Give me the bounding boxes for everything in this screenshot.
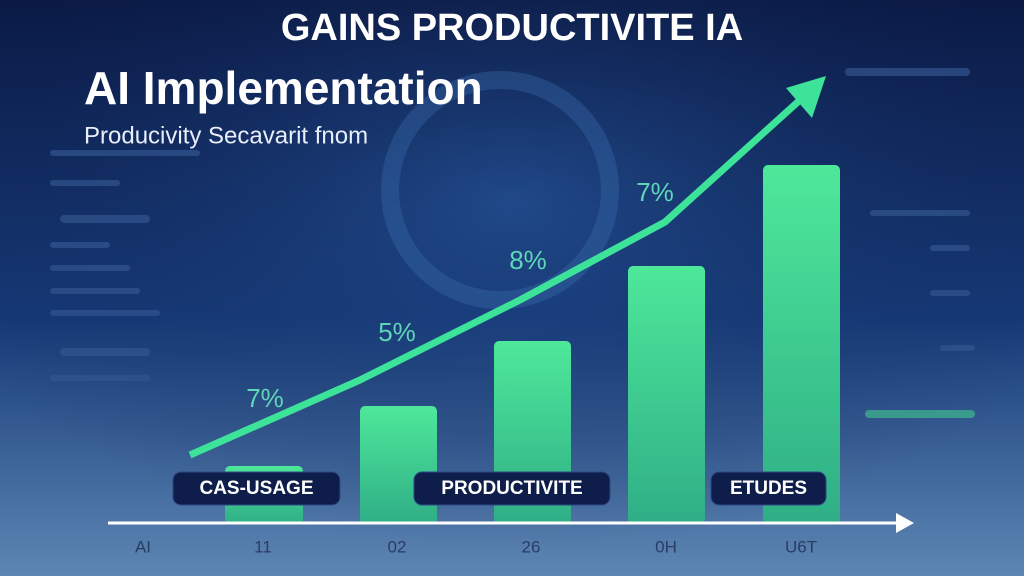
deco-lines	[50, 68, 975, 418]
bar	[763, 165, 840, 524]
tag-pill	[172, 471, 341, 506]
percent-label: 8%	[509, 245, 547, 275]
tag-label: CAS-USAGE	[199, 478, 313, 499]
trend-arrow-head	[786, 76, 826, 118]
x-label: AI	[135, 537, 151, 556]
percent-label: 7%	[246, 383, 284, 413]
x-label: U6T	[785, 537, 817, 556]
x-label: 0H	[655, 537, 677, 556]
bar	[628, 266, 705, 524]
percent-label: 7%	[636, 177, 674, 207]
x-label: 11	[254, 537, 272, 556]
percent-label: 5%	[378, 317, 416, 347]
x-axis-head	[896, 513, 914, 533]
bar	[360, 406, 437, 524]
deco-ring	[381, 71, 619, 309]
title: GAINS PRODUCTIVITE IA	[281, 7, 743, 49]
x-label: 26	[522, 537, 541, 556]
tag-pill	[413, 471, 611, 506]
subtitle: Producivity Secavarit fnom	[84, 122, 368, 149]
tag-label: ETUDES	[730, 478, 807, 499]
tag-label: PRODUCTIVITE	[441, 478, 582, 499]
trend-arrow	[188, 97, 803, 459]
tag-pill	[710, 471, 827, 506]
labels: 7% 5% 8% 7% CAS-USAGE PRODUCTIVITE ETUDES AI 11 0…	[135, 177, 827, 556]
x-label: 02	[388, 537, 407, 556]
heading: AI Implementation	[84, 62, 483, 114]
